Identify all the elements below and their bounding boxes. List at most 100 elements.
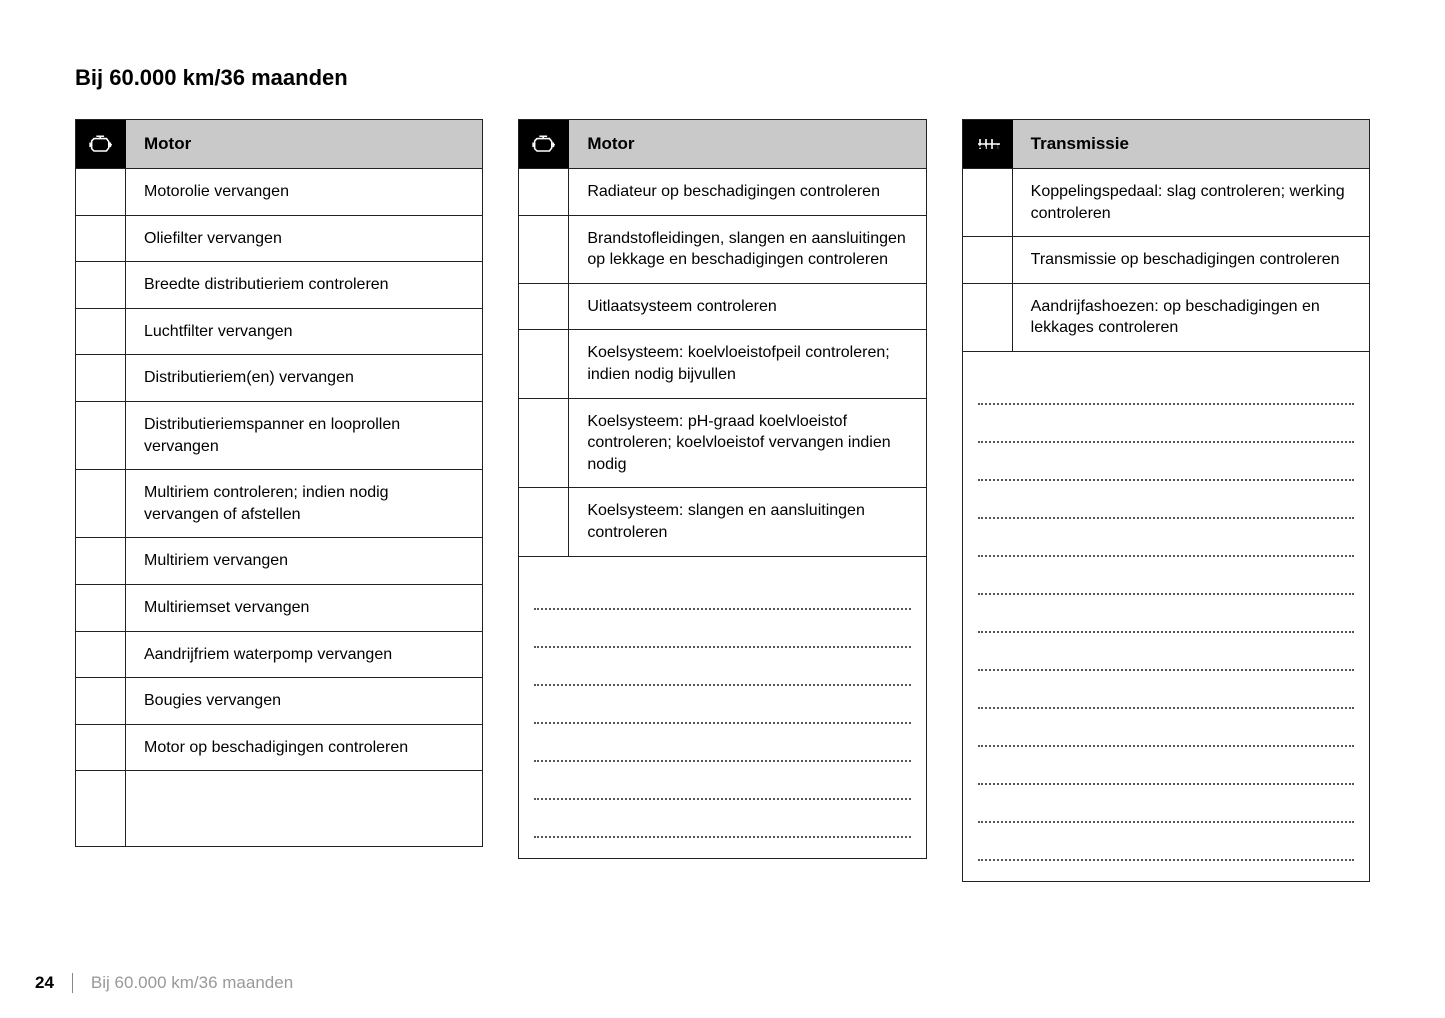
row-checkbox-cell [76, 725, 126, 771]
row-checkbox-cell [76, 355, 126, 401]
table-row: Transmissie op beschadigingen controlere… [963, 237, 1369, 284]
row-text: Radiateur op beschadigingen controleren [569, 169, 925, 215]
notes-line [978, 833, 1354, 861]
table-blank-row [76, 771, 482, 846]
table-row: Luchtfilter vervangen [76, 309, 482, 356]
notes-line [534, 658, 910, 686]
notes-line [978, 491, 1354, 519]
row-checkbox-cell [76, 309, 126, 355]
table-header: Motor [519, 120, 925, 169]
row-checkbox-cell [519, 284, 569, 330]
table-row: Radiateur op beschadigingen controleren [519, 169, 925, 216]
footer-page-number: 24 [35, 973, 73, 993]
row-checkbox-cell [519, 169, 569, 215]
notes-line [978, 795, 1354, 823]
notes-line [978, 377, 1354, 405]
row-checkbox-cell [519, 330, 569, 397]
row-text: Distributieriem(en) vervangen [126, 355, 482, 401]
row-text: Koppelingspedaal: slag controleren; werk… [1013, 169, 1369, 236]
svg-text:4: 4 [984, 143, 993, 157]
gear-shift-icon: 135 24R [975, 131, 1001, 157]
footer: 24 Bij 60.000 km/36 maanden [35, 973, 293, 993]
notes-line [534, 620, 910, 648]
table-row: Multiriemset vervangen [76, 585, 482, 632]
row-checkbox-cell [76, 632, 126, 678]
notes-line [978, 757, 1354, 785]
notes-line [534, 772, 910, 800]
table-row: Oliefilter vervangen [76, 216, 482, 263]
header-icon-box [76, 120, 126, 168]
table-header: Motor [76, 120, 482, 169]
row-checkbox-cell [519, 216, 569, 283]
row-text: Koelsysteem: pH-graad koelvloeistof cont… [569, 399, 925, 488]
header-icon-box [519, 120, 569, 168]
row-text: Luchtfilter vervangen [126, 309, 482, 355]
table-row: Bougies vervangen [76, 678, 482, 725]
row-text: Brandstofleidingen, slangen en aansluiti… [569, 216, 925, 283]
engine-icon [87, 133, 115, 155]
content-columns: MotorMotorolie vervangenOliefilter verva… [75, 119, 1370, 882]
row-checkbox-cell [76, 470, 126, 537]
table-row: Distributieriem(en) vervangen [76, 355, 482, 402]
table-row: Motor op beschadigingen controleren [76, 725, 482, 772]
table-row: Koelsysteem: koelvloeistofpeil controler… [519, 330, 925, 398]
table-row: Koelsysteem: slangen en aansluitingen co… [519, 488, 925, 556]
notes-line [978, 529, 1354, 557]
table-row: Aandrijfriem waterpomp vervangen [76, 632, 482, 679]
table-row: Brandstofleidingen, slangen en aansluiti… [519, 216, 925, 284]
notes-line [978, 415, 1354, 443]
table-header-title: Motor [569, 120, 925, 168]
footer-section-title: Bij 60.000 km/36 maanden [91, 973, 293, 993]
table-row: Koelsysteem: pH-graad koelvloeistof cont… [519, 399, 925, 489]
notes-line [978, 719, 1354, 747]
row-checkbox-cell [76, 402, 126, 469]
row-checkbox-cell [76, 538, 126, 584]
engine-icon [530, 133, 558, 155]
row-text: Transmissie op beschadigingen controlere… [1013, 237, 1369, 283]
notes-line [978, 453, 1354, 481]
row-checkbox-cell [76, 169, 126, 215]
row-text: Motorolie vervangen [126, 169, 482, 215]
row-text: Koelsysteem: slangen en aansluitingen co… [569, 488, 925, 555]
row-checkbox-cell [76, 216, 126, 262]
svg-text:R: R [996, 143, 1001, 157]
row-text: Breedte distributieriem controleren [126, 262, 482, 308]
row-checkbox-cell [963, 169, 1013, 236]
row-checkbox-cell [76, 678, 126, 724]
row-text: Multiriem vervangen [126, 538, 482, 584]
header-icon-box: 135 24R [963, 120, 1013, 168]
column: 135 24R TransmissieKoppelingspedaal: sla… [962, 119, 1370, 882]
row-text: Motor op beschadigingen controleren [126, 725, 482, 771]
notes-line [978, 681, 1354, 709]
notes-line [534, 582, 910, 610]
row-text: Distributieriemspanner en looprollen ver… [126, 402, 482, 469]
column: MotorMotorolie vervangenOliefilter verva… [75, 119, 483, 882]
notes-line [534, 810, 910, 838]
table-header: 135 24R Transmissie [963, 120, 1369, 169]
service-table: MotorMotorolie vervangenOliefilter verva… [75, 119, 483, 847]
table-header-title: Transmissie [1013, 120, 1369, 168]
row-text: Bougies vervangen [126, 678, 482, 724]
row-checkbox-cell [76, 771, 126, 846]
row-checkbox-cell [963, 237, 1013, 283]
notes-line [978, 567, 1354, 595]
notes-lines-block [963, 352, 1369, 881]
column: MotorRadiateur op beschadigingen control… [518, 119, 926, 882]
svg-text:5: 5 [990, 131, 999, 142]
table-row: Multiriem vervangen [76, 538, 482, 585]
service-table: MotorRadiateur op beschadigingen control… [518, 119, 926, 859]
table-row: Aandrijfashoezen: op beschadigingen en l… [963, 284, 1369, 352]
page-title: Bij 60.000 km/36 maanden [75, 65, 1370, 91]
notes-lines-block [519, 557, 925, 858]
table-row: Multiriem controleren; indien nodig verv… [76, 470, 482, 538]
table-row: Motorolie vervangen [76, 169, 482, 216]
table-row: Breedte distributieriem controleren [76, 262, 482, 309]
row-checkbox-cell [963, 284, 1013, 351]
row-text: Oliefilter vervangen [126, 216, 482, 262]
notes-line [978, 643, 1354, 671]
row-text: Aandrijfriem waterpomp vervangen [126, 632, 482, 678]
row-text: Aandrijfashoezen: op beschadigingen en l… [1013, 284, 1369, 351]
notes-line [978, 605, 1354, 633]
service-table: 135 24R TransmissieKoppelingspedaal: sla… [962, 119, 1370, 882]
notes-line [534, 696, 910, 724]
